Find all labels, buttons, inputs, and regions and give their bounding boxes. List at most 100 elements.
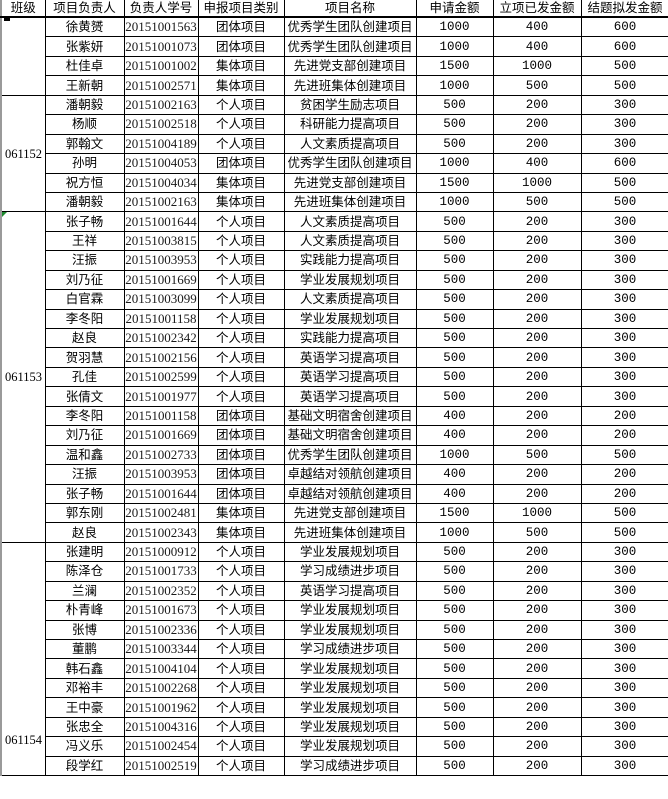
column-header[interactable]: 申报项目类别: [197, 0, 285, 18]
student-id-cell[interactable]: 20151004316: [123, 716, 199, 738]
student-id-cell[interactable]: 20151001962: [123, 697, 199, 718]
column-header[interactable]: 项目名称: [283, 0, 417, 18]
project-name-cell[interactable]: 英语学习提高项目: [283, 580, 417, 602]
final-amount-cell[interactable]: 600: [580, 153, 668, 174]
project-type-cell[interactable]: 个人项目: [197, 561, 285, 582]
student-id-cell[interactable]: 20151001563: [123, 16, 199, 38]
issued-amount-cell[interactable]: 500: [492, 75, 582, 96]
class-cell[interactable]: 061152: [0, 94, 46, 213]
issued-amount-cell[interactable]: 400: [492, 16, 582, 38]
project-name-cell[interactable]: 实践能力提高项目: [283, 327, 417, 349]
final-amount-cell[interactable]: 200: [580, 483, 668, 504]
issued-amount-cell[interactable]: 200: [492, 366, 582, 388]
issued-amount-cell[interactable]: 200: [492, 405, 582, 427]
student-id-cell[interactable]: 20151003953: [123, 250, 199, 271]
project-type-cell[interactable]: 个人项目: [197, 114, 285, 135]
final-amount-cell[interactable]: 300: [580, 269, 668, 291]
project-type-cell[interactable]: 个人项目: [197, 697, 285, 718]
requested-amount-cell[interactable]: 500: [415, 580, 494, 602]
issued-amount-cell[interactable]: 200: [492, 697, 582, 718]
issued-amount-cell[interactable]: 500: [492, 191, 582, 213]
name-cell[interactable]: 郭东刚: [44, 502, 125, 524]
project-type-cell[interactable]: 集体项目: [197, 502, 285, 524]
requested-amount-cell[interactable]: 500: [415, 561, 494, 582]
name-cell[interactable]: 杨顺: [44, 114, 125, 135]
requested-amount-cell[interactable]: 500: [415, 386, 494, 407]
issued-amount-cell[interactable]: 200: [492, 561, 582, 582]
final-amount-cell[interactable]: 500: [580, 502, 668, 524]
project-name-cell[interactable]: 学业发展规划项目: [283, 658, 417, 679]
requested-amount-cell[interactable]: 500: [415, 250, 494, 271]
class-cell[interactable]: 061154: [0, 541, 46, 777]
final-amount-cell[interactable]: 300: [580, 619, 668, 641]
issued-amount-cell[interactable]: 400: [492, 153, 582, 174]
project-type-cell[interactable]: 团体项目: [197, 16, 285, 38]
final-amount-cell[interactable]: 300: [580, 327, 668, 349]
student-id-cell[interactable]: 20151001669: [123, 269, 199, 291]
final-amount-cell[interactable]: 500: [580, 172, 668, 193]
project-type-cell[interactable]: 团体项目: [197, 444, 285, 466]
project-name-cell[interactable]: 学业发展规划项目: [283, 308, 417, 330]
final-amount-cell[interactable]: 500: [580, 55, 668, 77]
project-type-cell[interactable]: 集体项目: [197, 522, 285, 543]
student-id-cell[interactable]: 20151002342: [123, 327, 199, 349]
project-type-cell[interactable]: 个人项目: [197, 386, 285, 407]
name-cell[interactable]: 孙明: [44, 153, 125, 174]
issued-amount-cell[interactable]: 200: [492, 114, 582, 135]
issued-amount-cell[interactable]: 1000: [492, 172, 582, 193]
project-type-cell[interactable]: 个人项目: [197, 716, 285, 738]
final-amount-cell[interactable]: 300: [580, 580, 668, 602]
requested-amount-cell[interactable]: 500: [415, 269, 494, 291]
issued-amount-cell[interactable]: 200: [492, 716, 582, 738]
name-cell[interactable]: 李冬阳: [44, 405, 125, 427]
final-amount-cell[interactable]: 200: [580, 405, 668, 427]
project-name-cell[interactable]: 人文素质提高项目: [283, 289, 417, 310]
final-amount-cell[interactable]: 300: [580, 366, 668, 388]
issued-amount-cell[interactable]: 200: [492, 677, 582, 699]
final-amount-cell[interactable]: 300: [580, 736, 668, 757]
project-type-cell[interactable]: 团体项目: [197, 153, 285, 174]
student-id-cell[interactable]: 20151002336: [123, 619, 199, 641]
name-cell[interactable]: 张子畅: [44, 483, 125, 504]
final-amount-cell[interactable]: 500: [580, 75, 668, 96]
project-type-cell[interactable]: 个人项目: [197, 600, 285, 621]
issued-amount-cell[interactable]: 200: [492, 211, 582, 232]
student-id-cell[interactable]: 20151002733: [123, 444, 199, 466]
requested-amount-cell[interactable]: 500: [415, 366, 494, 388]
student-id-cell[interactable]: 20151002571: [123, 75, 199, 96]
requested-amount-cell[interactable]: 500: [415, 230, 494, 252]
issued-amount-cell[interactable]: 200: [492, 638, 582, 660]
project-type-cell[interactable]: 个人项目: [197, 250, 285, 271]
final-amount-cell[interactable]: 300: [580, 133, 668, 155]
project-name-cell[interactable]: 英语学习提高项目: [283, 347, 417, 368]
name-cell[interactable]: 郭翰文: [44, 133, 125, 155]
requested-amount-cell[interactable]: 500: [415, 716, 494, 738]
issued-amount-cell[interactable]: 1000: [492, 55, 582, 77]
student-id-cell[interactable]: 20151002518: [123, 114, 199, 135]
issued-amount-cell[interactable]: 200: [492, 250, 582, 271]
name-cell[interactable]: 潘朝毅: [44, 94, 125, 116]
requested-amount-cell[interactable]: 500: [415, 736, 494, 757]
final-amount-cell[interactable]: 500: [580, 191, 668, 213]
project-type-cell[interactable]: 集体项目: [197, 55, 285, 77]
requested-amount-cell[interactable]: 500: [415, 308, 494, 330]
name-cell[interactable]: 张博: [44, 619, 125, 641]
project-name-cell[interactable]: 英语学习提高项目: [283, 386, 417, 407]
final-amount-cell[interactable]: 300: [580, 211, 668, 232]
project-name-cell[interactable]: 实践能力提高项目: [283, 250, 417, 271]
name-cell[interactable]: 汪振: [44, 464, 125, 485]
project-name-cell[interactable]: 学业发展规划项目: [283, 269, 417, 291]
name-cell[interactable]: 邓裕丰: [44, 677, 125, 699]
final-amount-cell[interactable]: 300: [580, 250, 668, 271]
requested-amount-cell[interactable]: 400: [415, 425, 494, 446]
issued-amount-cell[interactable]: 200: [492, 133, 582, 155]
project-name-cell[interactable]: 卓越结对领航创建项目: [283, 483, 417, 504]
project-name-cell[interactable]: 学业发展规划项目: [283, 677, 417, 699]
project-name-cell[interactable]: 学习成绩进步项目: [283, 755, 417, 777]
student-id-cell[interactable]: 20151003815: [123, 230, 199, 252]
requested-amount-cell[interactable]: 1000: [415, 153, 494, 174]
student-id-cell[interactable]: 20151003099: [123, 289, 199, 310]
class-cell[interactable]: 061153: [0, 211, 46, 543]
issued-amount-cell[interactable]: 200: [492, 347, 582, 368]
column-header[interactable]: 结题拟发金额: [580, 0, 668, 18]
